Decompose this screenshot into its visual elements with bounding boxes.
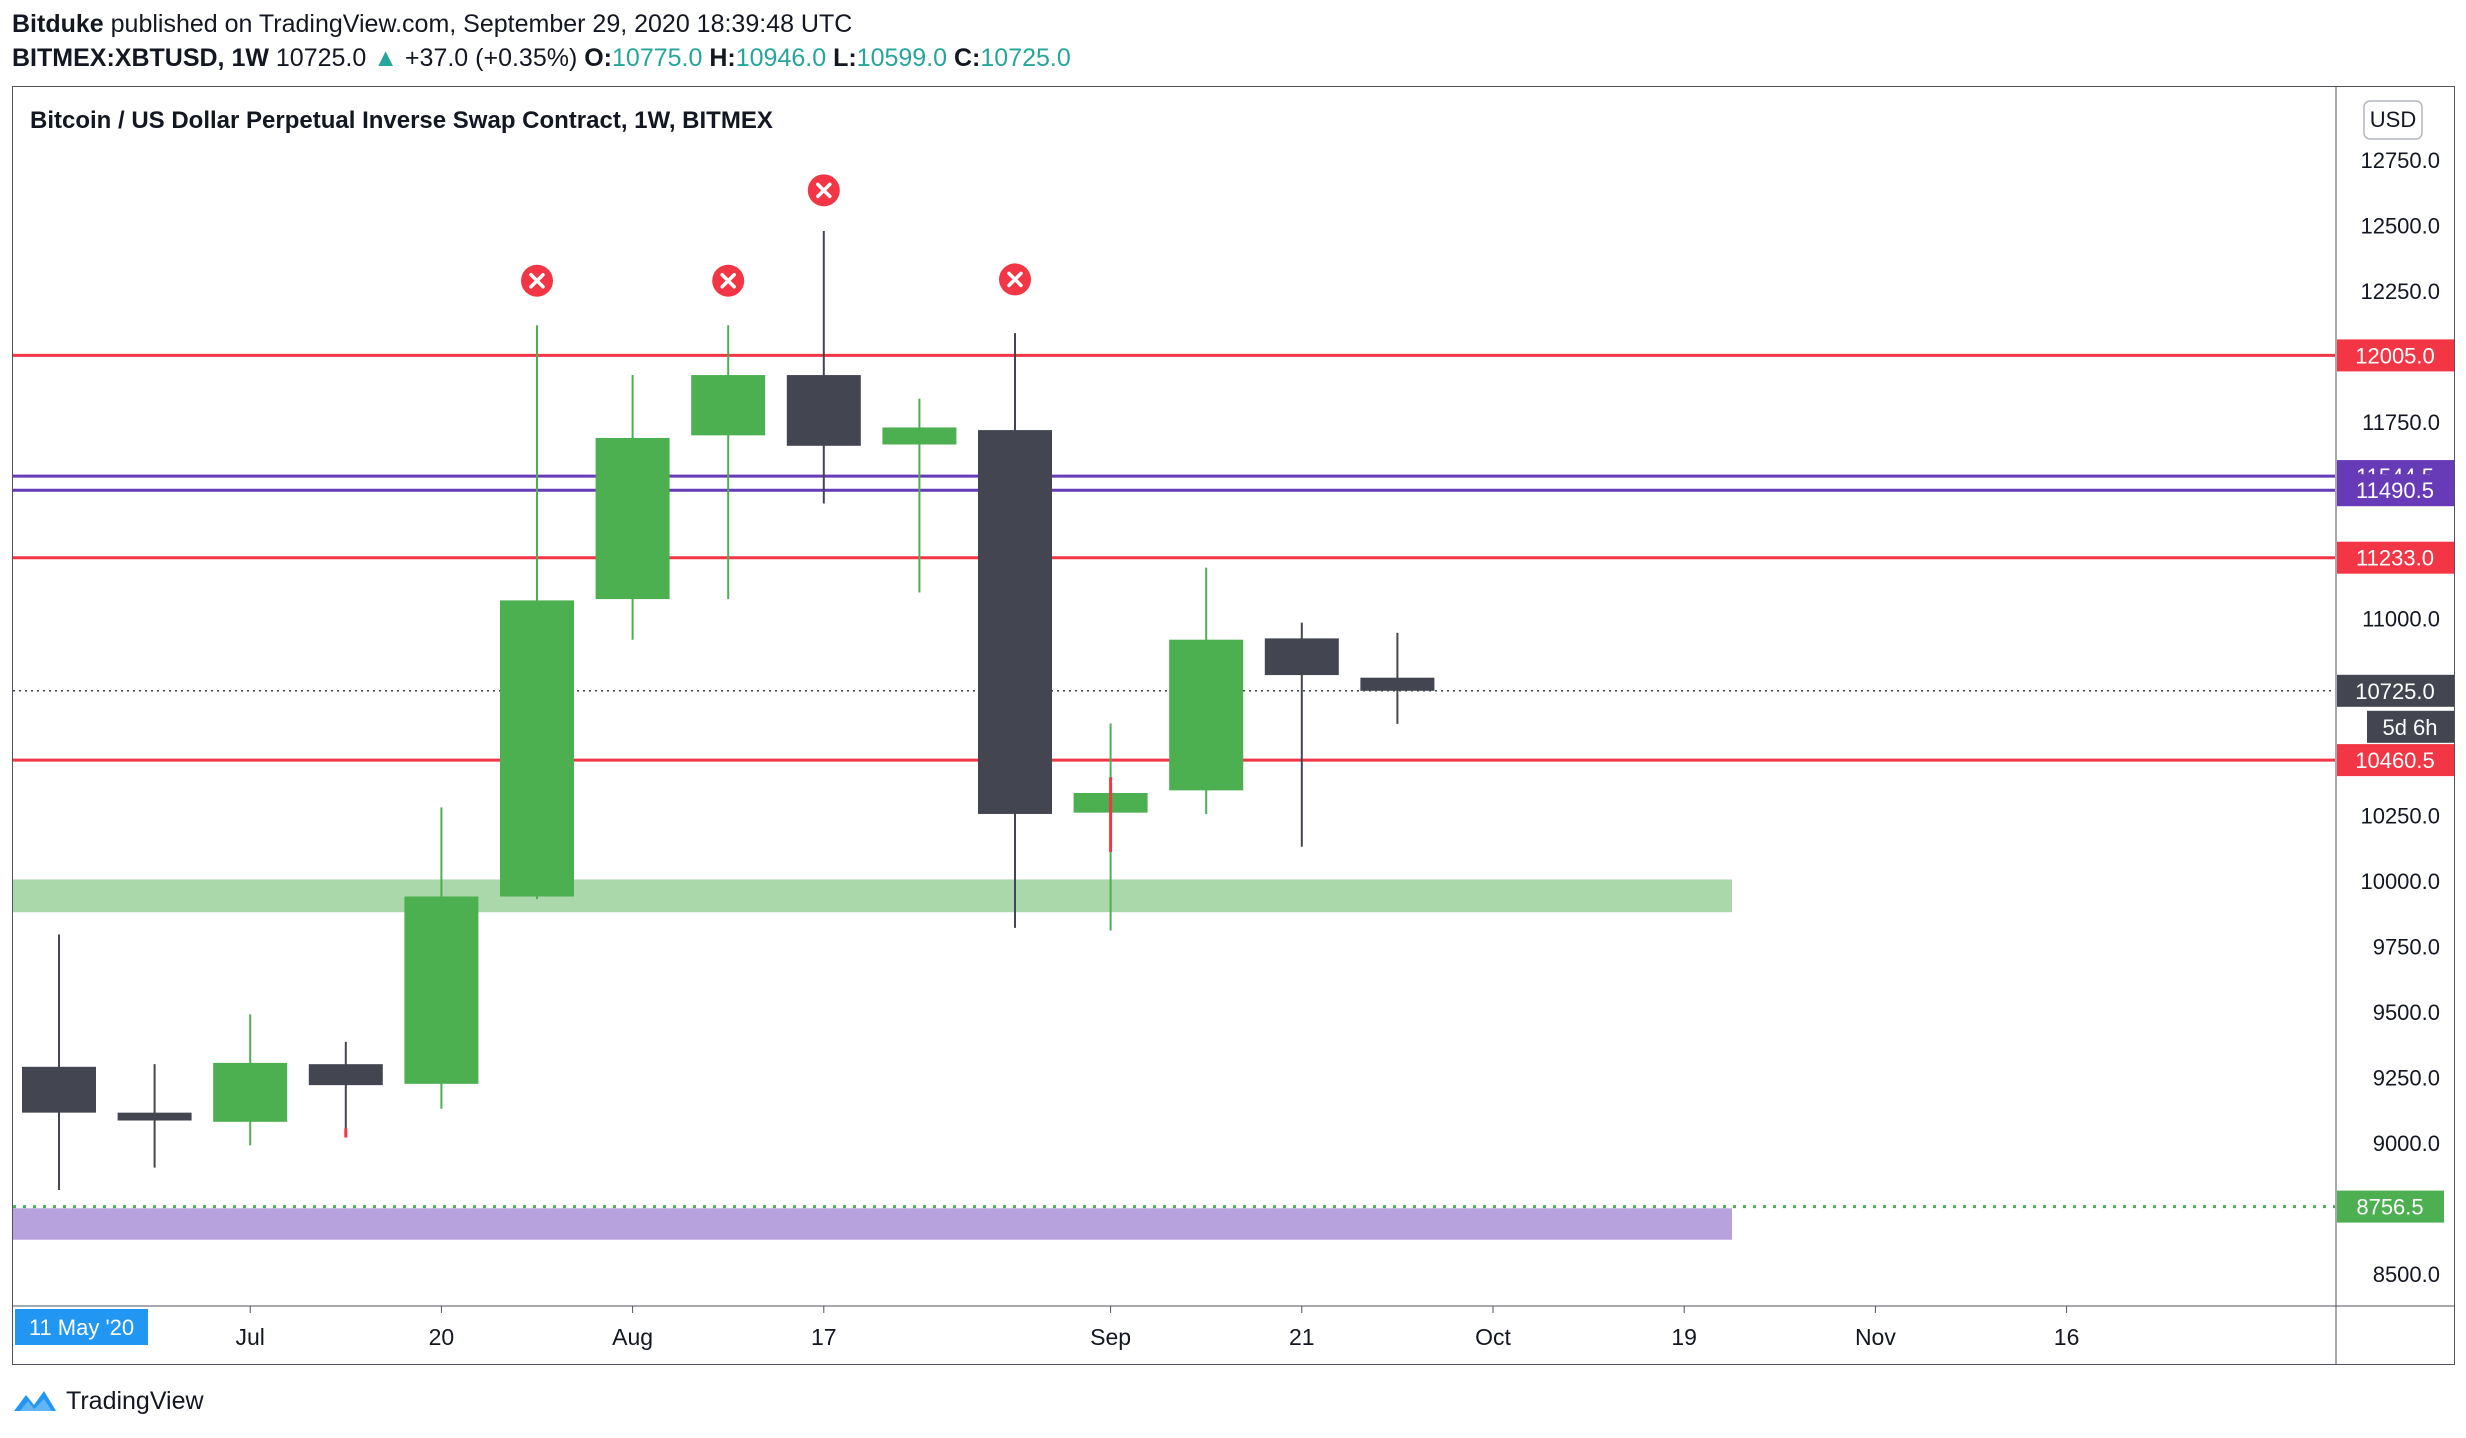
chart-frame: [12, 86, 2455, 1365]
bearish-candle: [22, 1066, 96, 1113]
x-tick-label: 21: [1289, 1324, 1315, 1350]
last-price-value: 10725.0: [275, 44, 367, 72]
open-value: 10775.0: [612, 44, 703, 72]
y-tick-label: 11000.0: [2362, 607, 2440, 632]
marker-cross: [529, 272, 545, 289]
support-zone: [13, 879, 1732, 913]
high-label: H:: [709, 44, 736, 72]
level-tag-11233.0: [2337, 541, 2454, 574]
x-tick-label: 19: [1671, 1324, 1697, 1350]
high-value: 10946.0: [735, 44, 827, 72]
y-tick-label: 12500.0: [2360, 214, 2440, 239]
footer-brand-label: TradingView: [66, 1387, 204, 1415]
x-tick-label: Sep: [1090, 1324, 1131, 1350]
x-tick-label: Nov: [1855, 1324, 1896, 1350]
countdown-tag: [2367, 710, 2454, 743]
x-tick-label: 16: [2054, 1324, 2080, 1350]
tradingview-logo-icon: [14, 1391, 56, 1411]
footer-brand[interactable]: TradingView: [12, 1384, 204, 1418]
currency-button[interactable]: [2363, 100, 2423, 140]
close-value: 10725.0: [980, 44, 1071, 72]
x-tick-highlight: [15, 1309, 148, 1345]
x-tick-label: Oct: [1475, 1324, 1511, 1350]
author-name[interactable]: Bitduke: [12, 10, 104, 38]
y-tick-label: 8500.0: [2373, 1262, 2440, 1287]
currency-label: USD: [2370, 107, 2416, 132]
y-tick-label: 9000.0: [2373, 1131, 2440, 1156]
marker-cross: [1007, 271, 1023, 288]
last-price-label: 10725.0: [2355, 679, 2435, 704]
close-label: C:: [954, 44, 981, 72]
low-value: 10599.0: [856, 44, 948, 72]
publish-text: published on TradingView.com, September …: [110, 10, 853, 38]
demand-zone: [13, 1208, 1732, 1240]
level-label-12005.0: 12005.0: [2355, 343, 2435, 368]
level-tag-10460.5: [2337, 744, 2454, 777]
y-tick-label: 10250.0: [2360, 803, 2440, 828]
level-tag-11490.5: [2337, 474, 2454, 507]
marker-cross: [816, 182, 832, 199]
x-tick-label: Jul: [235, 1324, 264, 1350]
x-tick-label: 17: [811, 1324, 837, 1350]
dotted-level-tag: [2337, 1190, 2444, 1223]
bearish-candle: [786, 375, 861, 446]
marker-cross: [720, 272, 736, 289]
y-tick-label: 9500.0: [2373, 1000, 2440, 1025]
y-tick-label: 11750.0: [2362, 410, 2440, 435]
rejection-marker-icon: [521, 264, 553, 297]
rejection-marker-icon: [807, 174, 840, 207]
x-tick-label: 20: [429, 1324, 455, 1350]
x-tick-label: 11 May '20: [29, 1315, 134, 1340]
bullish-candle: [595, 437, 670, 600]
rejection-marker-icon: [999, 263, 1031, 296]
level-label-11233.0: 11233.0: [2356, 546, 2434, 571]
level-tag-12005.0: [2337, 339, 2454, 372]
bullish-candle: [691, 375, 766, 436]
y-tick-label: 12250.0: [2360, 279, 2440, 304]
last-price-tag: [2337, 674, 2454, 707]
chart-title: Bitcoin / US Dollar Perpetual Inverse Sw…: [30, 107, 773, 134]
symbol-label: BITMEX:XBTUSD, 1W: [12, 44, 269, 72]
ohlc-header: BITMEX:XBTUSD, 1W 10725.0 ▲ +37.0 (+0.35…: [12, 42, 1071, 74]
bearish-candle: [117, 1112, 192, 1121]
bullish-candle: [500, 600, 574, 897]
bullish-candle: [882, 427, 957, 445]
dotted-level-label: 8756.5: [2356, 1195, 2423, 1220]
level-label-11490.5: 11490.5: [2356, 478, 2434, 503]
bearish-candle: [1360, 677, 1435, 691]
y-tick-label: 12750.0: [2360, 148, 2440, 173]
open-label: O:: [584, 44, 613, 72]
price-change: +37.0 (+0.35%): [404, 44, 578, 72]
bearish-candle: [1264, 638, 1339, 676]
bearish-candle: [308, 1064, 383, 1086]
low-label: L:: [833, 44, 857, 72]
bearish-candle: [978, 430, 1052, 814]
y-tick-label: 9250.0: [2373, 1065, 2440, 1090]
y-tick-label: 10000.0: [2360, 869, 2440, 894]
bullish-candle: [404, 896, 479, 1084]
x-tick-label: Aug: [612, 1324, 653, 1350]
publish-info: Bitduke published on TradingView.com, Se…: [12, 8, 852, 40]
countdown-label: 5d 6h: [2382, 715, 2437, 740]
level-label-10460.5: 10460.5: [2355, 748, 2435, 773]
up-arrow-icon: ▲: [373, 44, 398, 72]
y-tick-label: 9750.0: [2373, 934, 2440, 959]
bullish-candle: [1169, 639, 1244, 791]
rejection-marker-icon: [712, 264, 745, 297]
bullish-candle: [213, 1062, 288, 1122]
